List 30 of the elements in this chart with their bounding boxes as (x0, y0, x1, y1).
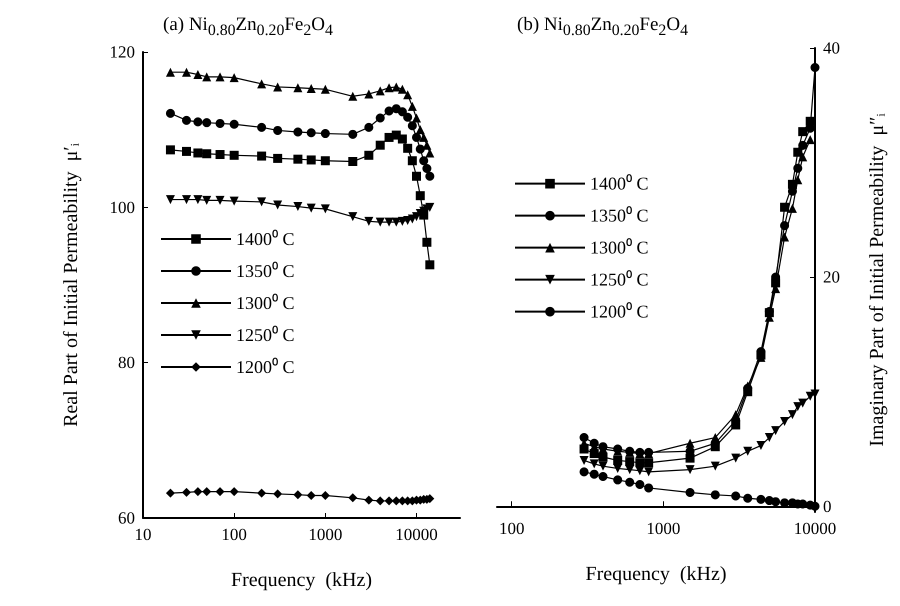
chart-title: (b) Ni$_{0.80}$Zn$_{0.20}$Fe$_{2}$O$_{4}$ (517, 14, 688, 40)
y2-tick-label: 20 (823, 268, 840, 287)
legend-label: 1400⁰ C (590, 174, 649, 194)
y-tick-label: 100 (110, 198, 135, 217)
y2-tick-label: 40 (823, 38, 840, 58)
y2-tick-label: 0 (823, 496, 832, 516)
legend-label: 1300⁰ C (236, 293, 295, 313)
x-tick-label: 100 (498, 519, 524, 538)
x-tick-label: 10000 (794, 519, 836, 538)
legend-label: 1350⁰ C (590, 206, 649, 226)
x-tick-label: 1000 (646, 519, 680, 538)
legend-label: 1250⁰ C (590, 270, 649, 290)
x-tick-label: 1000 (308, 525, 342, 544)
y-tick-label: 80 (118, 353, 135, 372)
y2-axis-title: Imaginary Part of Initial Permeability μ″ᵢ (866, 112, 888, 447)
x-tick-label: 10 (134, 525, 152, 544)
legend-label: 1250⁰ C (236, 325, 295, 345)
y-tick-label: 60 (118, 508, 135, 528)
chart-title: (a) Ni$_{0.80}$Zn$_{0.20}$Fe$_{2}$O$_{4}$ (163, 14, 333, 40)
x-tick-label: 100 (221, 525, 247, 544)
legend-label: 1200⁰ C (590, 302, 649, 322)
x-axis-title: Frequency (kHz) (585, 563, 727, 585)
legend-label: 1200⁰ C (236, 357, 295, 377)
legend-label: 1300⁰ C (590, 238, 649, 258)
x-axis-title: Frequency (kHz) (230, 569, 372, 591)
y-tick-label: 120 (110, 42, 135, 62)
y-axis-title: Real Part of Initial Permeability μ′ᵢ (60, 142, 82, 427)
legend-label: 1350⁰ C (236, 261, 295, 281)
x-tick-label: 10000 (395, 525, 438, 544)
legend-label: 1400⁰ C (236, 229, 295, 249)
